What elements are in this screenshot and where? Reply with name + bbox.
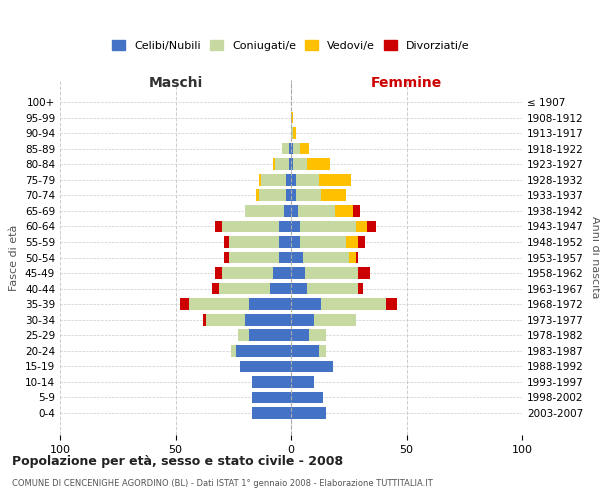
Bar (252, 407, 291, 419)
Bar (302, 252, 349, 264)
Bar (282, 143, 289, 154)
Bar (353, 205, 360, 216)
Bar (356, 220, 367, 232)
Bar (314, 314, 356, 326)
Bar (212, 283, 220, 294)
Bar (300, 220, 356, 232)
Y-axis label: Anni di nascita: Anni di nascita (590, 216, 600, 298)
Bar (291, 392, 323, 404)
Bar (286, 174, 291, 186)
Bar (307, 283, 358, 294)
Bar (291, 330, 310, 341)
Bar (222, 220, 280, 232)
Bar (272, 158, 275, 170)
Bar (284, 205, 291, 216)
Bar (236, 345, 291, 356)
Bar (291, 314, 314, 326)
Bar (245, 314, 291, 326)
Bar (293, 158, 307, 170)
Bar (291, 345, 319, 356)
Bar (224, 252, 229, 264)
Bar (206, 314, 245, 326)
Bar (305, 267, 358, 279)
Bar (229, 252, 280, 264)
Bar (240, 360, 291, 372)
Bar (296, 190, 321, 201)
Bar (349, 252, 356, 264)
Bar (259, 190, 286, 201)
Bar (291, 190, 296, 201)
Bar (215, 267, 222, 279)
Bar (291, 283, 307, 294)
Text: COMUNE DI CENCENIGHE AGORDINO (BL) - Dati ISTAT 1° gennaio 2008 - Elaborazione T: COMUNE DI CENCENIGHE AGORDINO (BL) - Dat… (12, 478, 433, 488)
Bar (321, 190, 346, 201)
Bar (238, 330, 250, 341)
Text: Femmine: Femmine (371, 76, 442, 90)
Bar (386, 298, 397, 310)
Bar (356, 252, 358, 264)
Bar (291, 112, 293, 124)
Bar (291, 174, 296, 186)
Bar (291, 376, 314, 388)
Bar (250, 330, 291, 341)
Bar (310, 330, 326, 341)
Bar (220, 283, 270, 294)
Bar (291, 360, 332, 372)
Bar (296, 174, 319, 186)
Bar (286, 190, 291, 201)
Bar (291, 298, 321, 310)
Bar (215, 220, 222, 232)
Bar (358, 267, 370, 279)
Bar (291, 236, 300, 248)
Bar (321, 298, 386, 310)
Bar (291, 158, 293, 170)
Y-axis label: Fasce di età: Fasce di età (10, 224, 19, 290)
Bar (256, 190, 259, 201)
Bar (270, 283, 291, 294)
Bar (231, 345, 236, 356)
Bar (229, 236, 280, 248)
Bar (224, 236, 229, 248)
Bar (346, 236, 358, 248)
Bar (222, 267, 272, 279)
Bar (291, 407, 326, 419)
Bar (300, 236, 346, 248)
Bar (245, 205, 284, 216)
Bar (291, 220, 300, 232)
Bar (252, 392, 291, 404)
Bar (261, 174, 286, 186)
Bar (252, 376, 291, 388)
Bar (291, 267, 305, 279)
Bar (280, 252, 291, 264)
Text: Maschi: Maschi (148, 76, 203, 90)
Bar (291, 127, 293, 139)
Bar (291, 205, 298, 216)
Bar (280, 220, 291, 232)
Text: Popolazione per età, sesso e stato civile - 2008: Popolazione per età, sesso e stato civil… (12, 454, 343, 468)
Bar (250, 298, 291, 310)
Bar (319, 174, 351, 186)
Bar (272, 267, 291, 279)
Bar (280, 236, 291, 248)
Bar (203, 314, 206, 326)
Bar (190, 298, 250, 310)
Bar (289, 158, 291, 170)
Legend: Celibi/Nubili, Coniugati/e, Vedovi/e, Divorziati/e: Celibi/Nubili, Coniugati/e, Vedovi/e, Di… (108, 36, 474, 55)
Bar (307, 158, 330, 170)
Bar (367, 220, 376, 232)
Bar (335, 205, 353, 216)
Bar (180, 298, 190, 310)
Bar (319, 345, 326, 356)
Bar (358, 236, 365, 248)
Bar (300, 143, 310, 154)
Bar (291, 143, 293, 154)
Bar (293, 143, 300, 154)
Bar (298, 205, 335, 216)
Bar (289, 143, 291, 154)
Bar (291, 252, 302, 264)
Bar (293, 127, 296, 139)
Bar (275, 158, 289, 170)
Bar (358, 283, 362, 294)
Bar (259, 174, 261, 186)
